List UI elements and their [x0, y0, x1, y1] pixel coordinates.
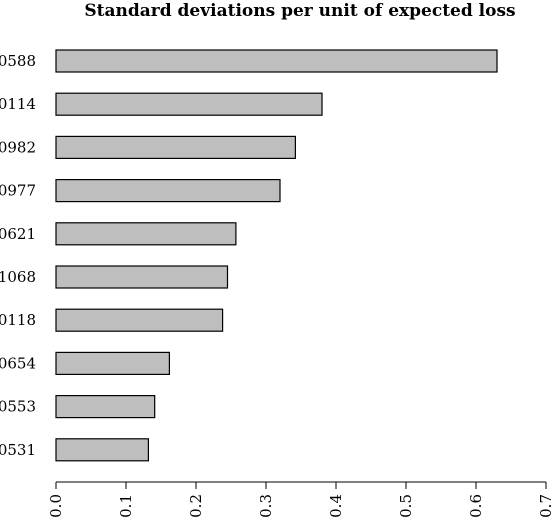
bar-0588 [55, 49, 498, 73]
bar-0977 [55, 179, 281, 203]
bar-0553 [55, 395, 156, 419]
category-label-0982: 0982 [0, 138, 36, 156]
category-label-0531: 0531 [0, 441, 36, 459]
bar-1068 [55, 265, 229, 289]
bar-0621 [55, 222, 237, 246]
category-label-0977: 0977 [0, 182, 36, 200]
category-label-0553: 0553 [0, 398, 36, 416]
chart-title: Standard deviations per unit of expected… [84, 1, 515, 21]
category-label-1068: 1068 [0, 268, 36, 286]
x-tick-label: 0.6 [467, 494, 485, 518]
bar-0118 [55, 308, 224, 332]
category-label-0588: 0588 [0, 52, 36, 70]
bar-0531 [55, 438, 150, 462]
category-label-0114: 0114 [0, 95, 36, 113]
x-tick-label: 0.4 [327, 494, 345, 518]
x-tick-label: 0.3 [257, 494, 275, 518]
x-tick-label: 0.2 [187, 494, 205, 518]
bar-0982 [55, 135, 296, 159]
bars-group [55, 49, 498, 462]
category-label-0654: 0654 [0, 354, 36, 372]
category-label-0621: 0621 [0, 225, 36, 243]
x-tick-label: 0.1 [117, 494, 135, 518]
bar-0114 [55, 92, 323, 116]
x-axis: 0.0 0.1 0.2 0.3 0.4 0.5 0.6 0.7 [47, 481, 552, 518]
x-tick-label: 0.7 [537, 494, 552, 518]
category-labels: 0588 0114 0982 0977 0621 1068 0118 0654 0553 0531 [0, 52, 36, 459]
bar-0654 [55, 351, 171, 375]
x-tick-label: 0.0 [47, 494, 65, 518]
category-label-0118: 0118 [0, 311, 36, 329]
x-tick-label: 0.5 [397, 494, 415, 518]
